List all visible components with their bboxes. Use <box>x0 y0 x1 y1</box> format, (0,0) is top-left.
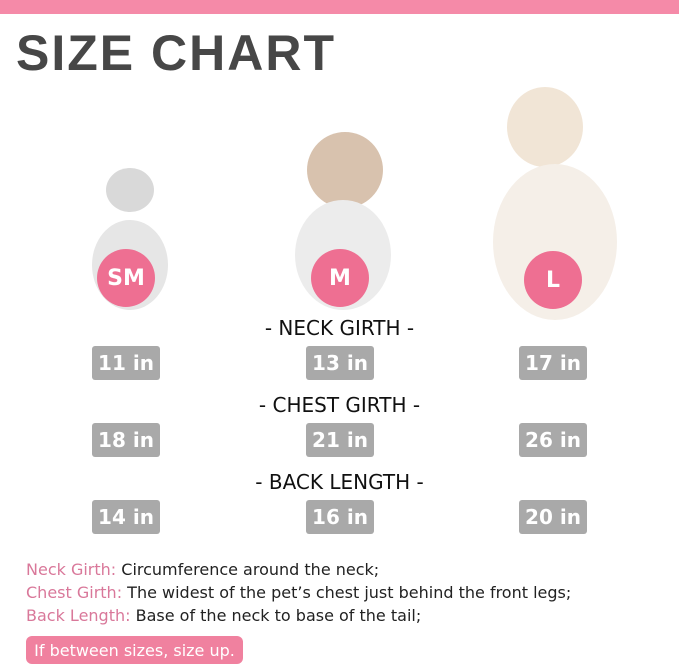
chest-l-value: 26 in <box>519 423 587 457</box>
chest-girth-heading: - CHEST GIRTH - <box>258 393 421 417</box>
neck-sm-value: 11 in <box>92 346 160 380</box>
neck-girth-heading: - NECK GIRTH - <box>264 316 415 340</box>
legend-chest: Chest Girth: The widest of the pet’s che… <box>26 583 572 602</box>
back-l-value: 20 in <box>519 500 587 534</box>
legend: Neck Girth: Circumference around the nec… <box>26 558 571 627</box>
chest-sm-value: 18 in <box>92 423 160 457</box>
chest-m-value: 21 in <box>306 423 374 457</box>
size-up-note: If between sizes, size up. <box>26 636 243 664</box>
page-title: SIZE CHART <box>16 25 336 81</box>
legend-back: Back Length: Base of the neck to base of… <box>26 606 422 625</box>
neck-l-value: 17 in <box>519 346 587 380</box>
size-badge-m: M <box>311 249 369 307</box>
top-accent-bar <box>0 0 679 14</box>
size-badge-l: L <box>524 251 582 309</box>
back-sm-value: 14 in <box>92 500 160 534</box>
legend-neck: Neck Girth: Circumference around the nec… <box>26 560 380 579</box>
back-length-heading: - BACK LENGTH - <box>255 470 424 494</box>
neck-m-value: 13 in <box>306 346 374 380</box>
size-badge-sm: SM <box>97 249 155 307</box>
back-m-value: 16 in <box>306 500 374 534</box>
